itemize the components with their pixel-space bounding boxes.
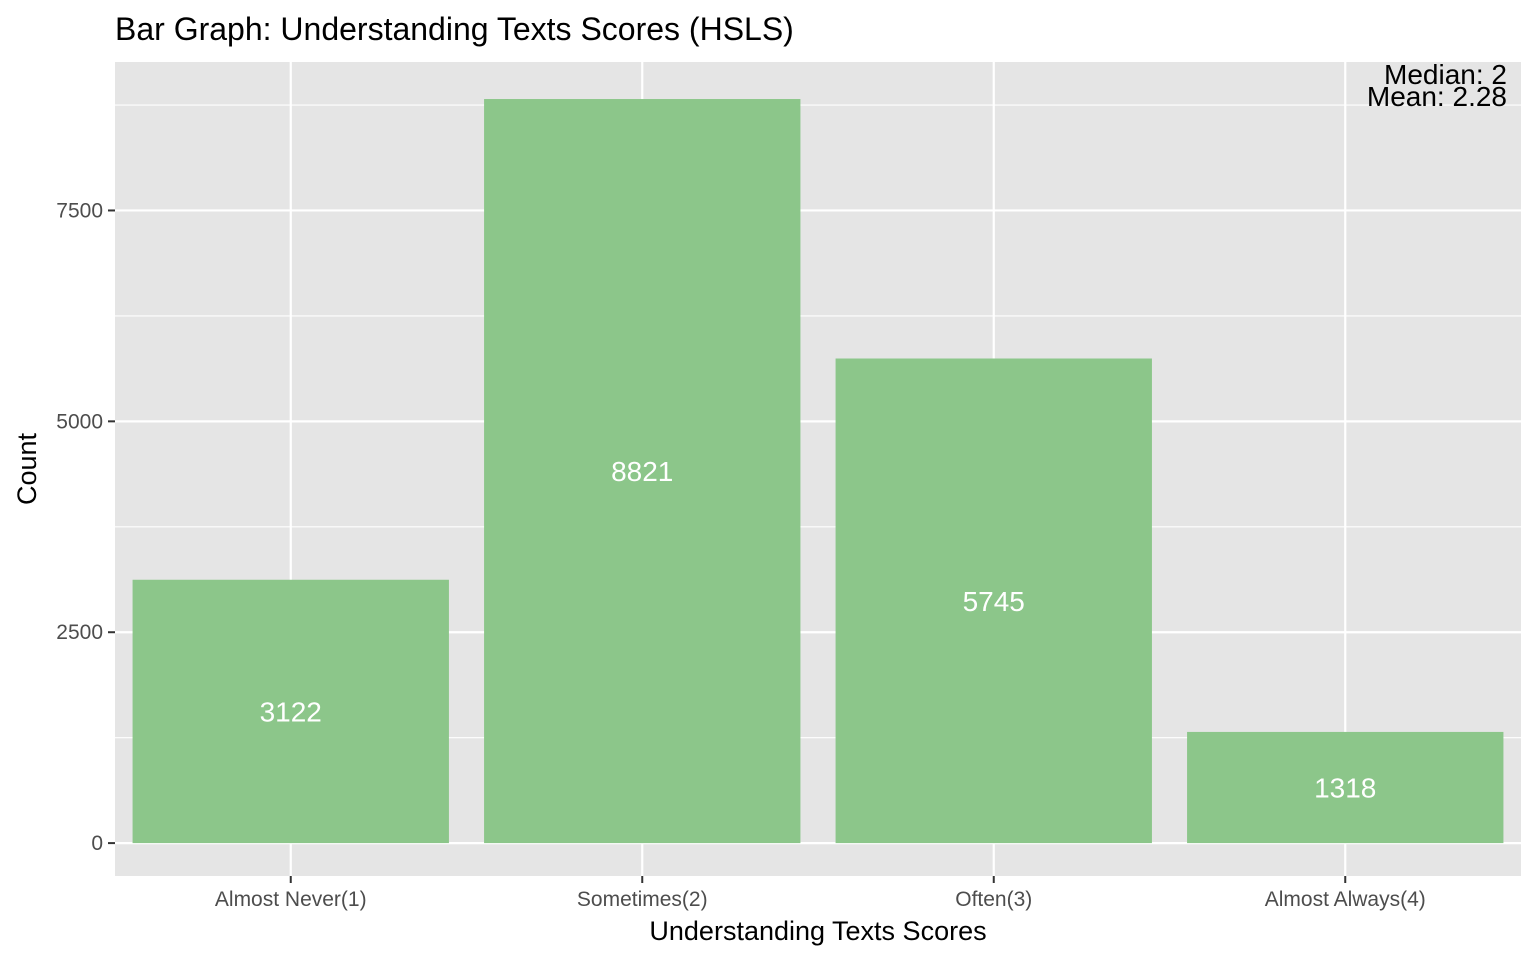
y-tick-label: 7500 — [56, 199, 103, 222]
bar-value-label: 8821 — [611, 456, 673, 487]
y-tick-label: 2500 — [56, 621, 103, 644]
bar-value-label: 3122 — [260, 696, 322, 727]
bar-2 — [484, 99, 801, 844]
axes: 0 2500 5000 7500 Almost Never(1) Sometimes(2)… — [56, 199, 1425, 911]
median-annotation: Median: 2 — [1384, 59, 1507, 90]
x-tick-label: Almost Never(1) — [215, 888, 367, 911]
bar-4 — [1187, 731, 1504, 844]
y-tick-label: 0 — [91, 832, 103, 855]
y-axis-title: Count — [12, 432, 42, 505]
chart-title: Bar Graph: Understanding Texts Scores (H… — [115, 11, 794, 47]
x-tick-label: Almost Always(4) — [1265, 888, 1426, 911]
bar-1 — [132, 579, 449, 844]
mean-annotation: Mean: 2.28 — [1367, 81, 1507, 112]
bar-value-label: 5745 — [963, 586, 1025, 617]
x-tick-label: Often(3) — [955, 888, 1032, 911]
bar-3 — [835, 358, 1152, 844]
x-axis-title: Understanding Texts Scores — [649, 916, 986, 946]
bars: 3122 8821 5745 1318 — [132, 99, 1504, 844]
x-tick-label: Sometimes(2) — [577, 888, 708, 911]
y-tick-label: 5000 — [56, 410, 103, 433]
bar-value-label: 1318 — [1314, 773, 1376, 804]
